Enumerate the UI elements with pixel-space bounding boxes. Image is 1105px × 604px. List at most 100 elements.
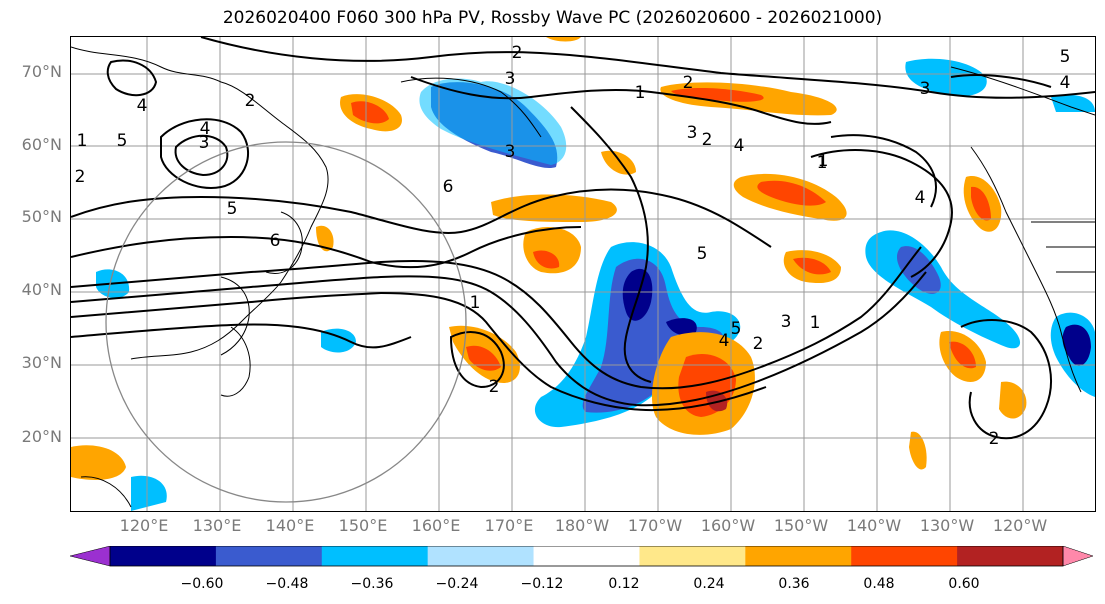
contour-jet-3: [71, 291, 767, 412]
colorbar-segment: [851, 546, 958, 566]
pos-anomaly-mid-north-inner: [533, 250, 560, 269]
pv-contours: [71, 37, 1095, 440]
contour-label: 2: [989, 429, 1000, 449]
neg-anomaly-east-inner: [896, 246, 941, 294]
contour-trough-central: [570, 106, 652, 383]
contour-label: 1: [77, 131, 88, 151]
colorbar-segment: [110, 546, 217, 566]
lon-label-120e: 120°E: [119, 516, 169, 535]
contour-label: 3: [781, 312, 792, 332]
contour-labels: 2 3 4 5 1 1 2 3 4 5 6 1 2 3 4 5 6 1 2 3 …: [75, 43, 1071, 449]
contour-label: 6: [443, 177, 454, 197]
lon-label-130e: 130°E: [192, 516, 242, 535]
lat-label-70n: 70°N: [21, 62, 62, 81]
contour-3-ne: [950, 74, 1052, 88]
colorbar-tick-neg024: −0.24: [435, 576, 479, 592]
lon-label-160e: 160°E: [411, 516, 461, 535]
colorbar-segments: [110, 546, 1064, 566]
contour-4-loop: [174, 134, 229, 177]
pos-anomaly-west-tropic: [71, 445, 126, 480]
colorbar: [69, 546, 1094, 567]
lon-label-120w: 120°W: [992, 516, 1048, 535]
colorbar-segment: [427, 546, 535, 566]
chart-title: 2026020400 F060 300 hPa PV, Rossby Wave …: [222, 8, 883, 28]
map-panel: [70, 36, 1096, 512]
contour-2-south-east: [960, 319, 1052, 440]
contour-label: 3: [505, 69, 516, 89]
contour-2-north: [200, 37, 1095, 99]
map-svg: [71, 37, 1095, 511]
contour-6: [71, 226, 582, 269]
contour-label: 1: [470, 293, 481, 313]
neg-anomaly-alaska: [905, 58, 987, 97]
lon-label-130w: 130°W: [919, 516, 975, 535]
contour-1-east: [830, 134, 937, 208]
lon-label-160w: 160°W: [700, 516, 756, 535]
lon-label-170w: 170°W: [627, 516, 683, 535]
colorbar-segment: [533, 546, 640, 566]
pos-anomaly-nw-north: [546, 37, 581, 42]
lon-label-170e: 170°E: [484, 516, 534, 535]
pos-anomaly-tropic-east2: [909, 431, 927, 470]
pos-anomaly-kamchatka: [601, 150, 636, 175]
contour-label: 4: [915, 188, 926, 208]
contour-ridge-east: [810, 149, 953, 278]
contour-label: 2: [512, 43, 523, 63]
lon-label-140e: 140°E: [265, 516, 315, 535]
contour-label: 5: [227, 199, 238, 219]
contour-label: 3: [920, 79, 931, 99]
colorbar-segment: [215, 546, 323, 566]
lat-label-50n: 50°N: [21, 207, 62, 226]
pos-anomaly-japan-east: [316, 225, 334, 252]
contour-label: 4: [734, 136, 745, 156]
neg-anomaly-central: [582, 258, 724, 413]
lon-label-140w: 140°W: [846, 516, 902, 535]
colorbar-tick-048: 0.48: [863, 576, 895, 592]
neg-anomaly-bering-outer: [419, 78, 567, 165]
contour-label: 4: [719, 331, 730, 351]
colorbar-tick-036: 0.36: [778, 576, 810, 592]
neg-anomaly-ne-corner: [1051, 94, 1095, 112]
colorbar-segment: [745, 546, 852, 566]
contour-label: 2: [753, 334, 764, 354]
contour-jet-2: [71, 271, 927, 407]
lat-label-40n: 40°N: [21, 280, 62, 299]
contour-label: 2: [702, 130, 713, 150]
neg-anomaly-baja-inner: [1062, 324, 1091, 366]
pos-anomaly-bc-coast-inner: [971, 186, 991, 221]
contour-label: 3: [199, 133, 210, 153]
contour-label: 1: [818, 151, 829, 171]
contour-label: 2: [683, 73, 694, 93]
graticule: [71, 37, 1095, 511]
pos-anomaly-tropic-east: [999, 381, 1027, 419]
pos-anomaly-okhotsk-inner: [351, 101, 389, 124]
pos-anomaly-gulf-alaska-inner: [671, 88, 764, 102]
contour-label: 2: [489, 377, 500, 397]
lon-label-150e: 150°E: [338, 516, 388, 535]
pos-anomaly-central-north-inner: [757, 180, 826, 206]
contour-jet-1: [71, 246, 922, 390]
colorbar-tick-neg036: −0.36: [350, 576, 394, 592]
contour-label: 2: [75, 167, 86, 187]
lat-label-20n: 20°N: [21, 427, 62, 446]
contour-label: 3: [505, 142, 516, 162]
lat-label-30n: 30°N: [21, 353, 62, 372]
colorbar-tick-neg048: −0.48: [265, 576, 309, 592]
colorbar-extend-left: [69, 546, 111, 567]
contour-label: 1: [635, 83, 646, 103]
colorbar-tick-024: 0.24: [693, 576, 725, 592]
contour-label: 4: [137, 96, 148, 116]
colorbar-segment: [957, 546, 1064, 566]
contour-label: 1: [817, 153, 828, 173]
contour-label: 3: [687, 123, 698, 143]
pos-anomaly-west-central-inner: [466, 345, 501, 371]
contour-label: 4: [200, 119, 211, 139]
contour-small-loop-west: [106, 59, 158, 97]
contour-label: 6: [270, 231, 281, 251]
contour-label: 2: [245, 91, 256, 111]
coastlines: [71, 46, 1095, 508]
lon-label-150w: 150°W: [773, 516, 829, 535]
lat-label-60n: 60°N: [21, 135, 62, 154]
colorbar-tick-neg060: −0.60: [180, 576, 224, 592]
contour-label: 1: [810, 313, 821, 333]
